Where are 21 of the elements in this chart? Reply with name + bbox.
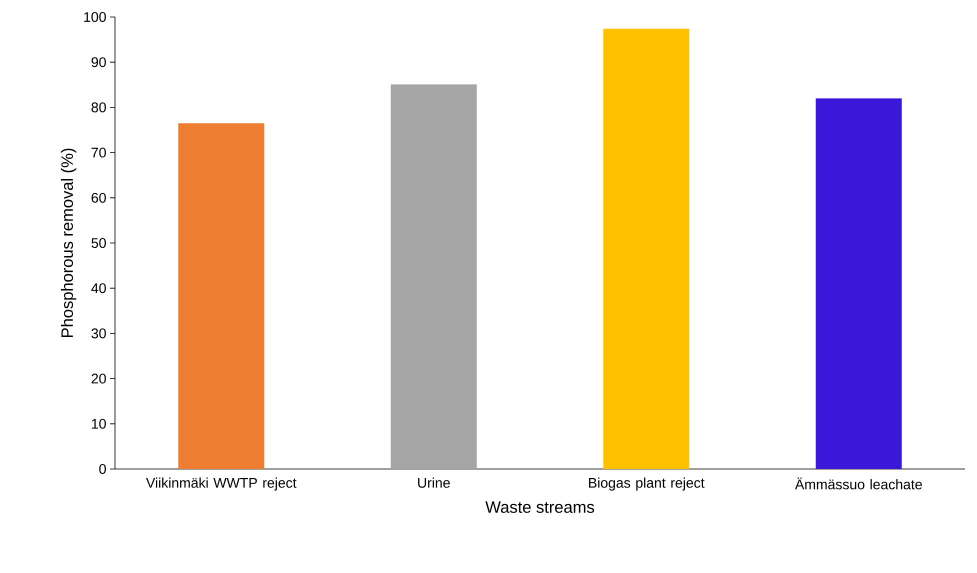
y-tick-label: 60 xyxy=(92,192,106,203)
y-tick-label: 80 xyxy=(92,102,106,112)
y-tick-label: 90 xyxy=(92,57,106,68)
x-axis-title: Waste streams xyxy=(485,501,594,513)
bar xyxy=(390,84,477,469)
x-tick-label: Viikinmäki WWTP reject xyxy=(146,478,296,491)
x-tick-label: Ämmässuo leachate xyxy=(794,478,922,490)
bar xyxy=(603,28,690,469)
y-tick-label: 40 xyxy=(91,283,106,294)
bar xyxy=(816,98,902,469)
x-tick-label: Urine xyxy=(418,478,450,488)
x-tick-label: Biogas plant reject xyxy=(589,478,704,491)
y-tick-label: 30 xyxy=(91,328,106,338)
y-tick-label: 70 xyxy=(92,148,106,158)
y-tick-label: 20 xyxy=(92,374,106,384)
bar xyxy=(178,123,264,469)
y-tick-label: 10 xyxy=(92,418,106,429)
y-axis-title: Phosphorous removal (%) xyxy=(60,148,76,338)
y-tick-label: 0 xyxy=(99,464,106,474)
y-tick-label: 50 xyxy=(91,238,106,248)
y-tick-label: 100 xyxy=(84,12,106,22)
